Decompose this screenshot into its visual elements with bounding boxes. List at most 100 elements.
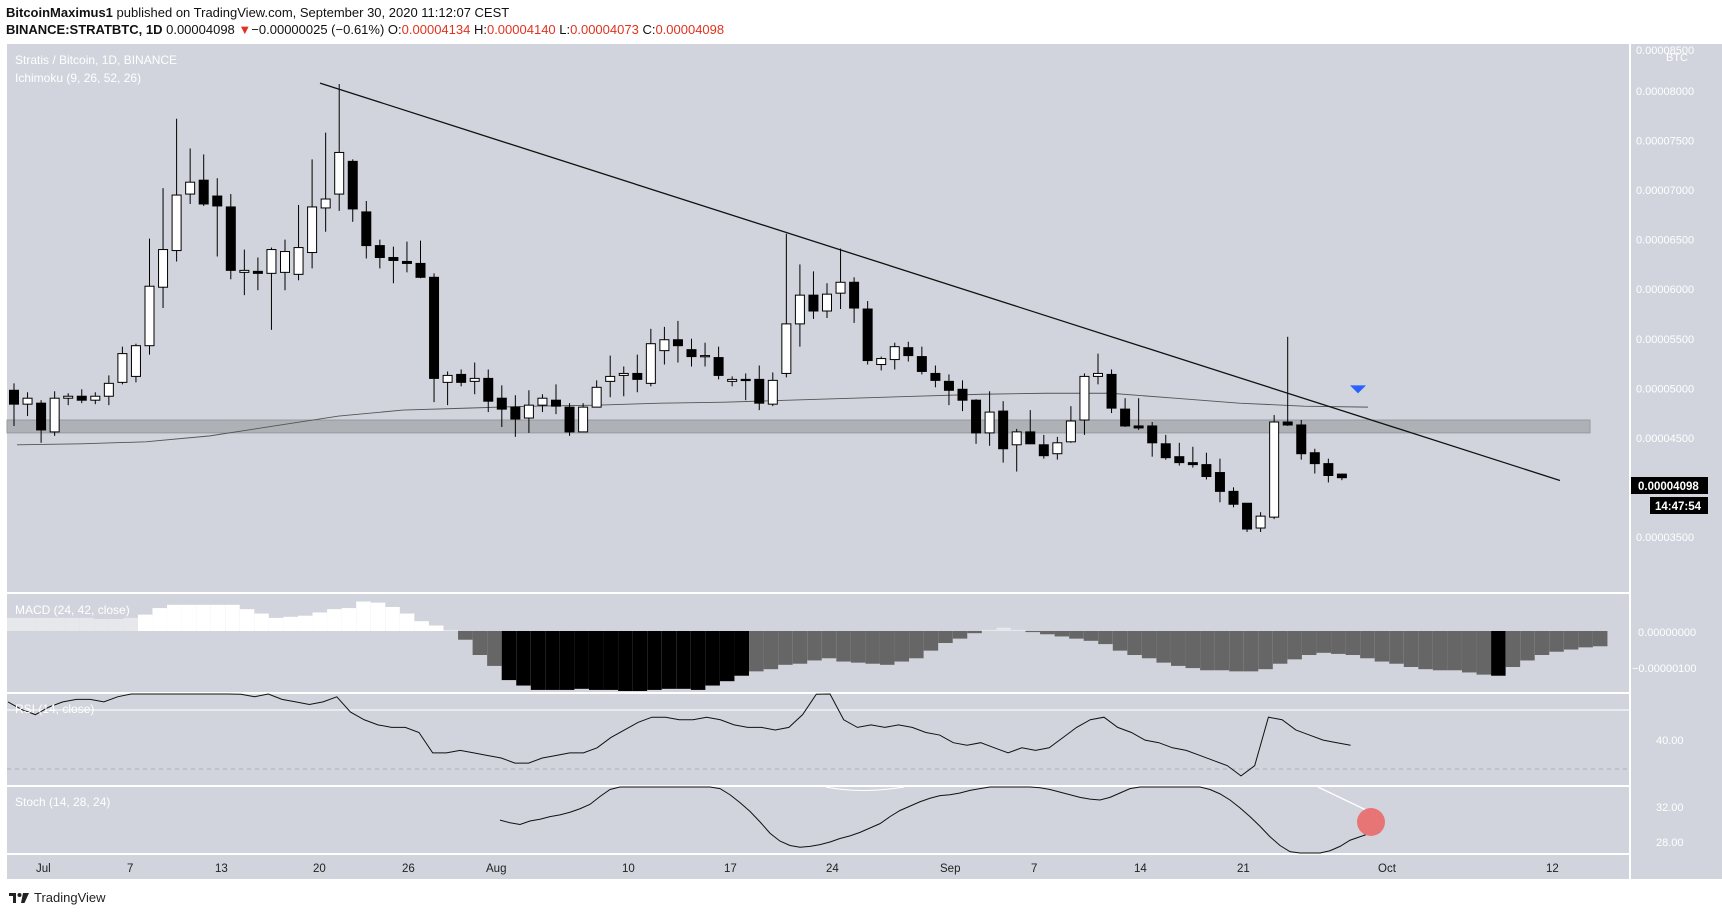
current-price-label: 0.00004098 (1638, 481, 1699, 493)
macd-bar (458, 631, 473, 640)
macd-bar (618, 631, 633, 691)
candle-body (618, 372, 629, 376)
candle-body (659, 339, 670, 352)
resistance-zone[interactable] (6, 419, 1591, 434)
header: BitcoinMaximus1 published on TradingView… (0, 0, 1722, 42)
x-axis-bg[interactable] (7, 855, 1629, 879)
macd-bar (778, 631, 793, 665)
macd-bar (894, 631, 910, 662)
candle-body (1133, 425, 1144, 429)
macd-bar (356, 601, 371, 631)
main-pane-bg[interactable] (7, 44, 1629, 592)
candle-body (916, 356, 927, 372)
y-tick-label: 0.00003500 (1636, 532, 1694, 544)
tradingview-logo[interactable]: TradingView (8, 890, 106, 905)
macd-bar (1432, 631, 1448, 671)
candle-body (239, 269, 250, 273)
macd-bar (487, 631, 502, 666)
candle-body (293, 247, 304, 275)
candle-body (334, 151, 345, 195)
red-circle-marker[interactable] (1357, 808, 1385, 836)
macd-bar (312, 612, 328, 631)
macd-bar (1214, 631, 1230, 671)
low-value: 0.00004073 (570, 22, 639, 37)
macd-bar (923, 631, 939, 651)
candle-body (835, 281, 846, 294)
candle-body (63, 395, 74, 399)
macd-bar (719, 631, 735, 682)
macd-bar (399, 613, 415, 631)
macd-bar (1229, 631, 1244, 672)
descending-trendline[interactable] (319, 82, 1561, 482)
candle-body (903, 347, 914, 357)
macd-bar (516, 631, 531, 686)
candle-body (76, 395, 87, 401)
macd-bar (1069, 631, 1084, 639)
candle-body (930, 372, 941, 381)
macd-bar (370, 602, 386, 631)
ichimoku-label: Ichimoku (9, 26, 52, 26) (15, 71, 141, 85)
candle-body (36, 402, 47, 431)
macd-bar (1272, 631, 1288, 664)
y-tick-label: 0.00008000 (1636, 86, 1694, 98)
candle-body (1214, 472, 1225, 492)
candle-body (361, 211, 372, 247)
candle-body (794, 294, 805, 325)
macd-bar (414, 621, 429, 631)
candle-body (483, 377, 494, 402)
macd-bar (1287, 631, 1302, 660)
x-axis-label: Aug (486, 863, 506, 875)
candle-body (185, 181, 196, 195)
macd-bar (1112, 631, 1128, 651)
macd-bar (574, 631, 589, 689)
candle-body (713, 357, 724, 376)
macd-bar (94, 619, 109, 631)
macd-bar (545, 631, 560, 690)
stoch-tick-28: 28.00 (1656, 837, 1684, 849)
candle-body (212, 195, 223, 207)
candle-body (1025, 431, 1036, 445)
macd-bar (239, 609, 255, 631)
macd-bar (690, 631, 706, 690)
macd-bar (1374, 631, 1390, 662)
blue-arrow-marker[interactable] (1350, 385, 1366, 394)
x-axis-label: 13 (215, 863, 228, 875)
candle-body (822, 293, 832, 312)
price-change: −0.00000025 (−0.61%) (251, 22, 385, 37)
x-axis-label: 17 (724, 863, 737, 875)
macd-bar (1200, 631, 1215, 671)
macd-bar (1360, 631, 1375, 659)
macd-bar (298, 615, 313, 631)
stoch-tick-32: 32.00 (1656, 802, 1684, 814)
candle-body (266, 249, 277, 274)
candle-body (740, 378, 751, 382)
macd-bar (1301, 631, 1317, 655)
candle-body (117, 353, 128, 383)
candle-body (1242, 502, 1253, 530)
macd-bar (1141, 631, 1157, 659)
macd-bar (1083, 631, 1099, 641)
author-name[interactable]: BitcoinMaximus1 (6, 5, 113, 20)
macd-bar (443, 629, 458, 631)
macd-bar (865, 631, 880, 664)
macd-bar (850, 631, 866, 663)
macd-bar (952, 631, 968, 639)
publish-line: BitcoinMaximus1 published on TradingView… (6, 5, 509, 20)
candle-body (429, 276, 440, 379)
rsi-pane-bg[interactable] (7, 694, 1629, 785)
stoch-pane-bg[interactable] (7, 787, 1629, 853)
x-axis-label: Jul (36, 863, 51, 875)
candle-body (1011, 431, 1022, 446)
current-price-box (1631, 477, 1708, 494)
low-label: L: (559, 22, 571, 37)
candle-body (1120, 408, 1131, 427)
macd-bar (108, 619, 124, 631)
candle-body (1323, 463, 1334, 477)
x-axis-label: 21 (1237, 863, 1250, 875)
candle-body (1201, 464, 1212, 477)
candle-body (103, 382, 114, 397)
candle-body (781, 323, 792, 374)
macd-bar (603, 631, 619, 690)
y-axis-bg[interactable] (1631, 44, 1722, 879)
